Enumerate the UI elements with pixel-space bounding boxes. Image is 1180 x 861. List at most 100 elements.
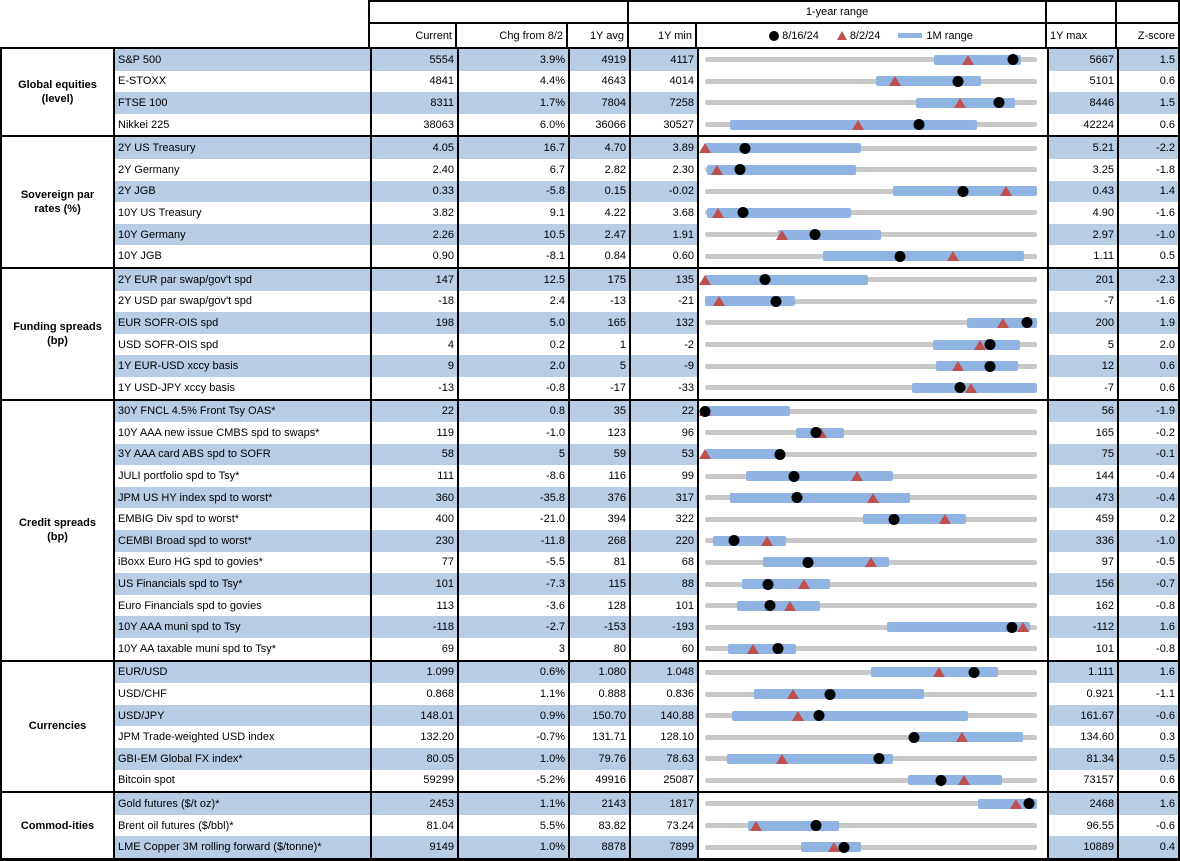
table-row: Bitcoin spot 59299 -5.2% 49916 25087 73157 0.6 <box>115 769 1178 792</box>
table-row: Brent oil futures ($/bbl)* 81.04 5.5% 83.82… <box>115 814 1178 837</box>
one-month-range-bar <box>753 689 925 700</box>
chg-from-8-2-value: 5.5% <box>457 814 568 837</box>
section-rows: EUR/USD 1.099 0.6% 1.080 1.048 1.111 1.6 USD/CH… <box>115 661 1178 792</box>
1y-avg-value: 8878 <box>568 836 629 858</box>
1y-max-value: 0.921 <box>1047 683 1117 705</box>
aug2-triangle-marker <box>954 97 967 108</box>
zscore-value: 0.6 <box>1117 113 1178 136</box>
range-track <box>705 705 1037 727</box>
zscore-value: -1.6 <box>1117 202 1178 224</box>
1y-min-value: 22 <box>629 400 697 423</box>
table-row: 3Y AAA card ABS spd to SOFR 58 5 59 53 75 -0.1 <box>115 443 1178 466</box>
zscore-value: -1.1 <box>1117 683 1178 705</box>
triangle-legend-icon <box>836 31 847 40</box>
current-value: 0.868 <box>370 683 457 705</box>
1y-avg-value: 35 <box>568 400 629 423</box>
zscore-value: -0.6 <box>1117 704 1178 727</box>
aug2-triangle-marker <box>750 820 763 831</box>
1y-max-value: 2.97 <box>1047 223 1117 246</box>
range-track <box>705 616 1037 638</box>
instrument-name: 1Y EUR-USD xccy basis <box>115 355 370 377</box>
chg-from-8-2-value: -5.8 <box>457 180 568 203</box>
aug2-triangle-marker <box>1009 798 1022 809</box>
instrument-name: 10Y AAA muni spd to Tsy <box>115 616 370 639</box>
1y-min-value: -21 <box>629 290 697 313</box>
aug2-triangle-marker <box>866 492 879 503</box>
chg-from-8-2-value: 0.6% <box>457 661 568 684</box>
zscore-value: 0.6 <box>1117 70 1178 93</box>
zscore-value: 1.4 <box>1117 180 1178 203</box>
zscore-value: 1.6 <box>1117 616 1178 639</box>
zscore-value: 0.3 <box>1117 726 1178 748</box>
1y-min-value: 135 <box>629 268 697 291</box>
chg-from-8-2-value: -21.0 <box>457 508 568 531</box>
range-chart <box>697 683 1047 705</box>
range-chart <box>697 137 1047 159</box>
chg-from-8-2-value: -0.7% <box>457 726 568 748</box>
aug16-dot-marker <box>791 492 803 504</box>
instrument-name: 10Y US Treasury <box>115 202 370 224</box>
range-track <box>699 444 1037 466</box>
instrument-name: 10Y Germany <box>115 223 370 246</box>
1y-avg-value: 36066 <box>568 113 629 136</box>
full-range-line <box>705 342 1037 348</box>
range-chart <box>697 49 1047 71</box>
section-commod-ities: Commod-ities Gold futures ($/t oz)* 2453 1.… <box>2 791 1178 858</box>
one-month-range-bar <box>936 361 1019 372</box>
current-value: 81.04 <box>370 814 457 837</box>
table-row: GBI-EM Global FX index* 80.05 1.0% 79.76 78.… <box>115 748 1178 770</box>
current-value: 69 <box>370 638 457 660</box>
1y-max-value: 5101 <box>1047 70 1117 93</box>
1y-max-value: 3.25 <box>1047 158 1117 181</box>
aug2-triangle-marker <box>798 579 811 590</box>
table-row: 2Y JGB 0.33 -5.8 0.15 -0.02 0.43 1.4 <box>115 180 1178 203</box>
header-spacer-cell <box>1045 0 1115 22</box>
aug2-triangle-marker <box>955 732 968 743</box>
current-value: 58 <box>370 443 457 466</box>
range-chart <box>697 312 1047 334</box>
current-value: 113 <box>370 594 457 617</box>
instrument-name: E-STOXX <box>115 70 370 93</box>
section-sovereign-par-rates-: Sovereign par rates (%) 2Y US Treasury 4.05… <box>2 135 1178 267</box>
zscore-value: -0.8 <box>1117 594 1178 617</box>
one-month-range-bar <box>726 753 894 764</box>
1y-max-value: 161.67 <box>1047 704 1117 727</box>
range-chart <box>697 290 1047 313</box>
aug2-triangle-marker <box>939 514 952 525</box>
1y-avg-value: -13 <box>568 290 629 313</box>
range-chart <box>697 355 1047 377</box>
full-range-line <box>705 188 1037 194</box>
chg-from-8-2-value: -5.2% <box>457 769 568 792</box>
current-value: 77 <box>370 551 457 574</box>
table-row: 10Y AAA muni spd to Tsy -118 -2.7 -153 -193 -… <box>115 616 1178 639</box>
range-chart <box>697 70 1047 93</box>
full-range-line <box>705 167 1037 173</box>
table-row: CEMBI Broad spd to worst* 230 -11.8 268 220 3… <box>115 530 1178 552</box>
range-chart <box>697 814 1047 837</box>
table-row: 10Y US Treasury 3.82 9.1 4.22 3.68 4.90 -1.6 <box>115 202 1178 224</box>
zscore-value: -0.7 <box>1117 573 1178 595</box>
table-row: USD/JPY 148.01 0.9% 150.70 140.88 161.67 -0.6 <box>115 704 1178 727</box>
one-month-range-bar <box>934 54 1021 65</box>
chg-from-8-2-value: -8.6 <box>457 465 568 487</box>
range-chart <box>697 92 1047 114</box>
chg-from-8-2-value: 4.4% <box>457 70 568 93</box>
aug16-dot-marker <box>774 448 786 460</box>
1y-avg-value: 4919 <box>568 49 629 71</box>
table-row: 2Y US Treasury 4.05 16.7 4.70 3.89 5.21 -2.2 <box>115 137 1178 159</box>
section-rows: Gold futures ($/t oz)* 2453 1.1% 2143 1817 24… <box>115 793 1178 858</box>
full-range-line <box>705 581 1037 587</box>
instrument-name: EUR SOFR-OIS spd <box>115 312 370 334</box>
1y-max-value: 12 <box>1047 355 1117 377</box>
current-value: 9149 <box>370 836 457 858</box>
aug2-triangle-marker <box>974 339 987 350</box>
aug16-dot-marker <box>913 119 925 131</box>
section-credit-spreads-bp-: Credit spreads (bp) 30Y FNCL 4.5% Front Ts… <box>2 398 1178 660</box>
1y-min-value: 96 <box>629 422 697 444</box>
chg-from-8-2-value: 9.1 <box>457 202 568 224</box>
1y-max-value: -7 <box>1047 290 1117 313</box>
one-month-range-bar <box>748 820 839 831</box>
zscore-value: 0.6 <box>1117 376 1178 399</box>
1y-avg-value: 123 <box>568 422 629 444</box>
table-row: USD SOFR-OIS spd 4 0.2 1 -2 5 2.0 <box>115 333 1178 356</box>
